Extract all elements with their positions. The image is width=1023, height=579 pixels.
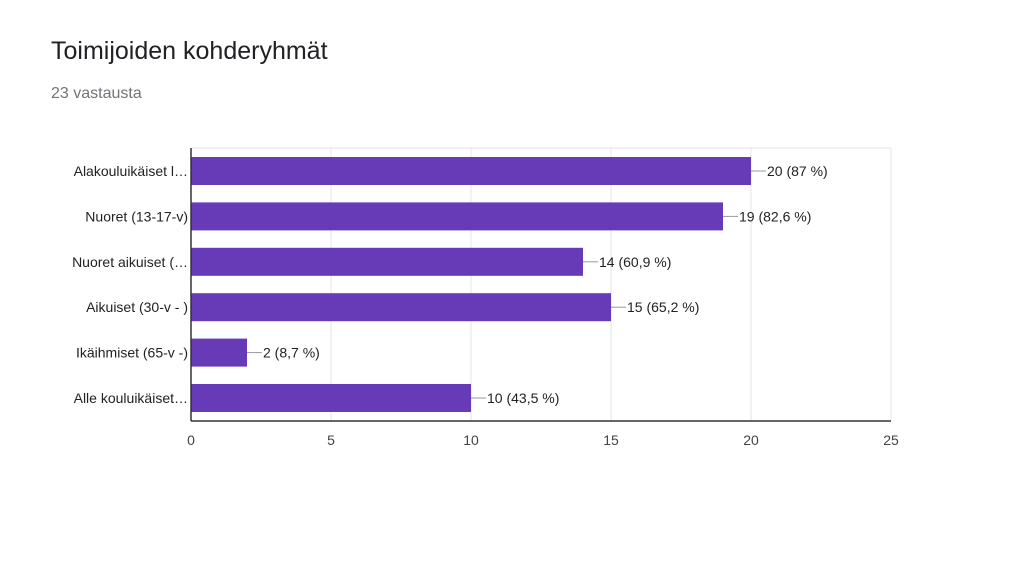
bar [191, 247, 583, 276]
data-label: 2 (8,7 %) [263, 345, 320, 361]
bar [191, 293, 611, 322]
category-label: Nuoret (13-17-v) [85, 208, 188, 224]
x-tick-label: 15 [603, 432, 619, 448]
category-label: Alle kouluikäiset… [74, 390, 188, 406]
bar [191, 338, 247, 367]
x-tick-label: 25 [883, 432, 899, 448]
category-label: Alakouluikäiset l… [74, 163, 188, 179]
data-label: 14 (60,9 %) [599, 254, 671, 270]
bar [191, 157, 751, 185]
data-label: 15 (65,2 %) [627, 299, 699, 315]
x-tick-label: 10 [463, 432, 479, 448]
bar [191, 202, 723, 231]
response-count: 23 vastausta [51, 85, 142, 102]
chart-title: Toimijoiden kohderyhmät [51, 37, 328, 65]
data-label: 19 (82,6 %) [739, 208, 811, 224]
data-label: 20 (87 %) [767, 163, 828, 179]
category-label: Aikuiset (30-v - ) [86, 299, 188, 315]
data-label: 10 (43,5 %) [487, 390, 559, 406]
bar [191, 384, 471, 412]
x-tick-label: 5 [327, 432, 335, 448]
x-tick-label: 0 [187, 432, 195, 448]
category-label: Nuoret aikuiset (… [72, 254, 188, 270]
category-label: Ikäihmiset (65-v -) [76, 345, 188, 361]
x-tick-label: 20 [743, 432, 759, 448]
